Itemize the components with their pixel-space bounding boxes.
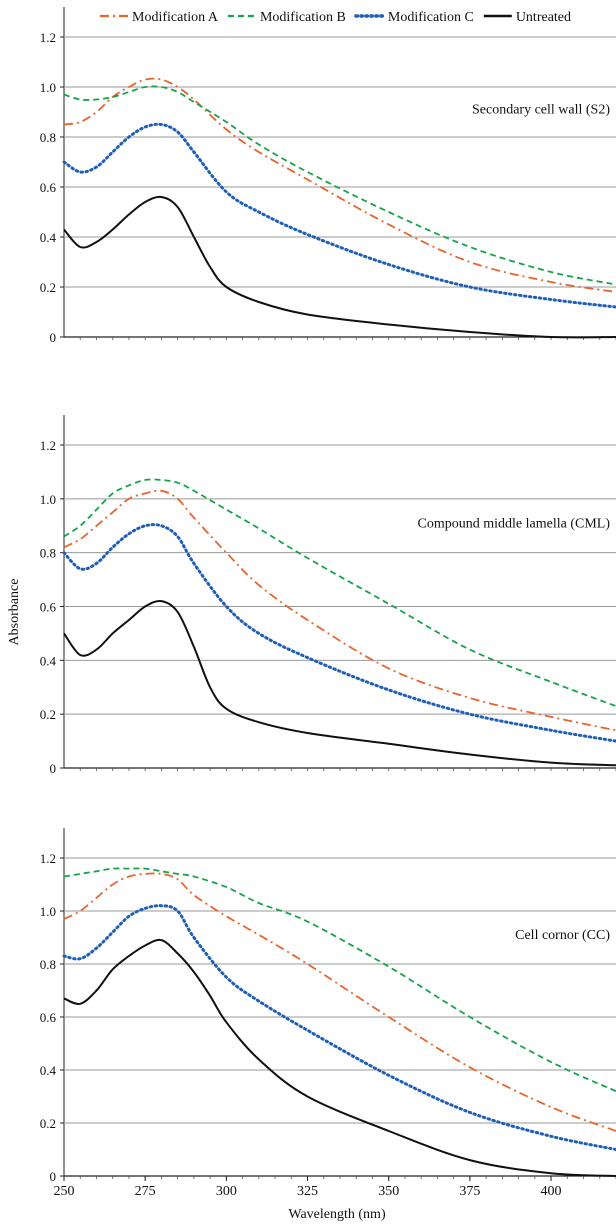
- y-tick-label: 0.6: [40, 180, 57, 195]
- y-tick-label: 0.4: [40, 230, 57, 245]
- x-axis-label: Wavelength (nm): [288, 1207, 386, 1222]
- panel-annotation: Compound middle lamella (CML): [418, 516, 611, 531]
- y-tick-label: 1.2: [40, 851, 56, 866]
- y-tick-label: 1.0: [40, 904, 56, 919]
- y-axis-label: Absorbance: [7, 579, 22, 646]
- series-line-modification-b: [63, 867, 616, 1093]
- chart-panel-1: 0 0.2 0.4 0.6 0.8 1.0 1.2 Secondary cell wall (…: [40, 7, 616, 345]
- y-tick-label: 0: [50, 761, 57, 776]
- panel-annotation: Cell cornor (CC): [515, 928, 610, 943]
- series-line-modification-a: [63, 77, 616, 293]
- chart-panel-2: 0 0.2 0.4 0.6 0.8 1.0 1.2 Compound middle lamel…: [40, 415, 616, 776]
- x-tick-label: 300: [216, 1184, 237, 1199]
- x-tick-label: 350: [378, 1184, 399, 1199]
- x-tick-label: 250: [54, 1184, 75, 1199]
- y-tick-label: 0.2: [40, 280, 56, 295]
- y-tick-label: 1.0: [40, 80, 56, 95]
- series-line-untreated: [63, 599, 616, 767]
- series-line-modification-a: [63, 489, 616, 732]
- legend-item-3: Modification C: [354, 10, 474, 25]
- y-tick-label: 1.0: [40, 492, 56, 507]
- x-tick-label: 325: [297, 1184, 318, 1199]
- x-tick-label: 400: [541, 1184, 562, 1199]
- x-tick-label: 275: [135, 1184, 156, 1199]
- series-line-untreated: [63, 938, 616, 1177]
- series-line-modification-a: [63, 872, 616, 1132]
- legend: Modification A Modification B Modification…: [100, 10, 571, 25]
- legend-label: Untreated: [516, 10, 571, 25]
- y-tick-label: 0: [50, 1169, 57, 1184]
- y-tick-label: 0: [50, 330, 57, 345]
- y-tick-label: 0.4: [40, 1063, 57, 1078]
- chart-panels: 0 0.2 0.4 0.6 0.8 1.0 1.2 Secondary cell wall (…: [40, 7, 616, 1199]
- legend-label: Modification A: [132, 10, 219, 25]
- legend-label: Modification C: [388, 10, 474, 25]
- panel-annotation: Secondary cell wall (S2): [472, 103, 610, 118]
- series-line-modification-b: [63, 478, 616, 707]
- series-line-untreated: [63, 195, 616, 339]
- y-tick-label: 0.2: [40, 707, 56, 722]
- y-tick-label: 0.2: [40, 1116, 56, 1131]
- y-tick-label: 0.4: [40, 653, 57, 668]
- x-tick-label: 375: [459, 1184, 480, 1199]
- y-tick-label: 0.6: [40, 1010, 57, 1025]
- legend-item-4: Untreated: [483, 10, 571, 25]
- legend-item-2: Modification B: [227, 10, 346, 25]
- y-tick-label: 1.2: [40, 438, 56, 453]
- series-line-modification-c: [62, 523, 616, 743]
- y-tick-label: 0.8: [40, 957, 56, 972]
- y-tick-label: 1.2: [40, 30, 56, 45]
- series-line-modification-b: [63, 85, 616, 286]
- series-line-modification-c: [62, 122, 616, 309]
- y-tick-label: 0.6: [40, 600, 57, 615]
- series-line-modification-c: [62, 904, 616, 1151]
- chart-panel-3: 0 0.2 0.4 0.6 0.8 1.0 1.2 250 275 300 325 350 375 400…: [40, 828, 616, 1199]
- legend-item-1: Modification A: [100, 10, 219, 25]
- legend-label: Modification B: [260, 10, 346, 25]
- y-tick-label: 0.8: [40, 130, 56, 145]
- y-tick-label: 0.8: [40, 546, 56, 561]
